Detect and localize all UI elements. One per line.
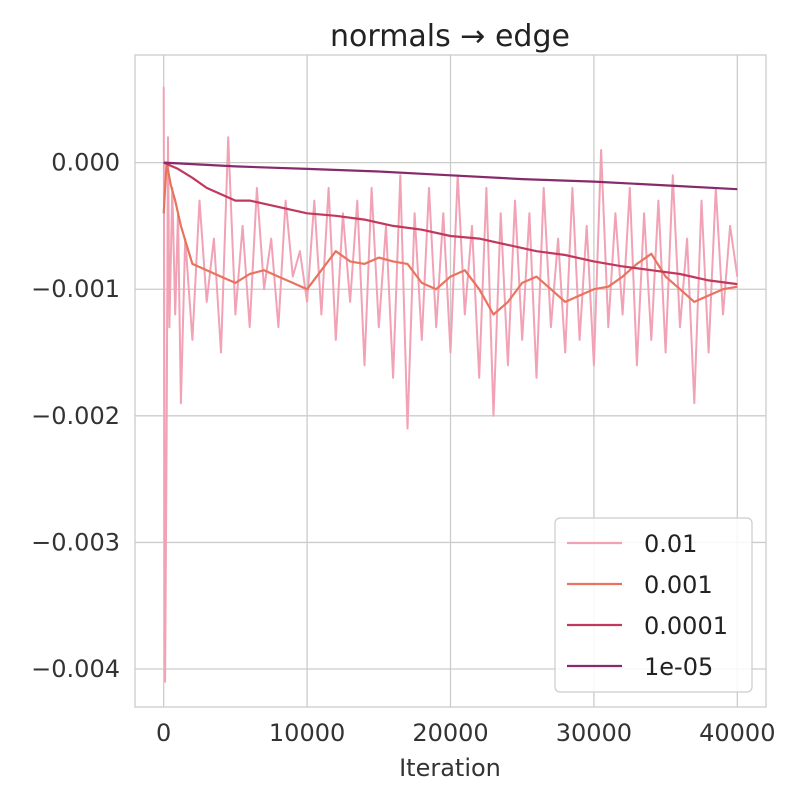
legend-entries: 0.01 0.001 0.0001 1e-05 (567, 530, 728, 681)
y-tick-label: −0.004 (31, 655, 120, 683)
series-line-3 (163, 161, 738, 286)
series-line-1 (162, 86, 739, 683)
legend-label: 0.0001 (644, 612, 728, 640)
legend: 0.01 0.001 0.0001 1e-05 (554, 517, 753, 693)
y-tick-labels: 0.000 −0.001 −0.002 −0.003 −0.004 (31, 149, 120, 683)
y-tick-label: 0.000 (51, 149, 120, 177)
y-tick-label: −0.003 (31, 528, 120, 556)
legend-label: 0.001 (644, 571, 713, 599)
x-tick-label: 10000 (269, 719, 345, 747)
legend-label: 0.01 (644, 530, 697, 558)
x-axis-title: Iteration (399, 754, 501, 782)
legend-box (554, 517, 753, 693)
legend-label: 1e-05 (644, 653, 713, 681)
y-tick-label: −0.002 (31, 402, 120, 430)
y-tick-label: −0.001 (31, 275, 120, 303)
series-lines (162, 86, 739, 683)
x-tick-label: 30000 (556, 719, 632, 747)
x-tick-label: 0 (156, 719, 171, 747)
chart-title: normals → edge (330, 19, 570, 54)
plot-area-frame (134, 54, 767, 708)
x-tick-labels: 0 10000 20000 30000 40000 (156, 719, 775, 747)
series-line-4 (163, 161, 738, 191)
x-tick-label: 40000 (699, 719, 775, 747)
x-tick-label: 20000 (412, 719, 488, 747)
